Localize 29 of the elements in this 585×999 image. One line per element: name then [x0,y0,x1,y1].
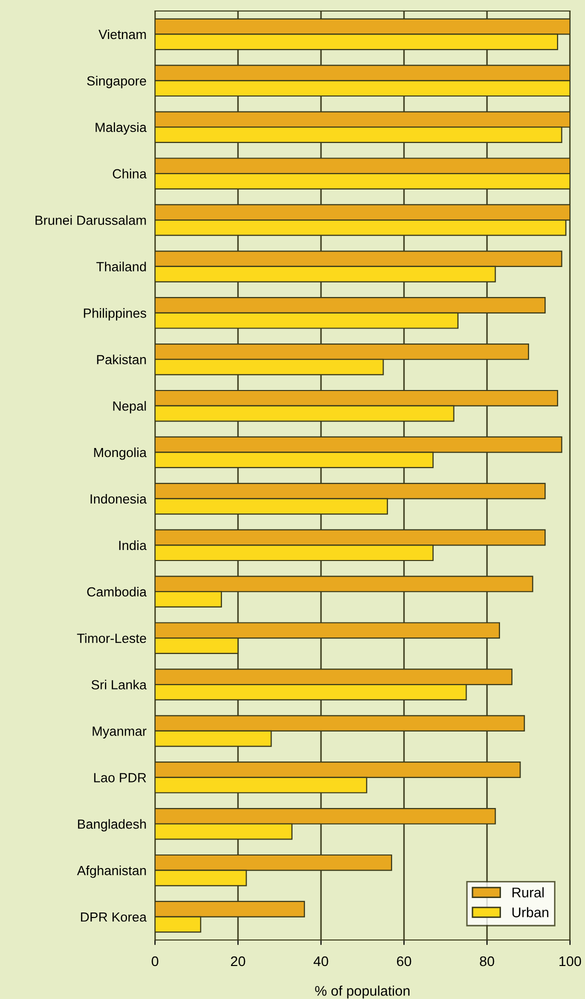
y-tick-label: DPR Korea [81,912,147,922]
y-tick-label: Mongolia [94,447,147,460]
x-tick-label: 20 [230,956,246,966]
y-tick-label: Myanmar [92,726,146,738]
y-tick-label: Sri Lanka [92,680,147,690]
legend-label: Urban [512,907,548,918]
y-tick-label: India [119,540,147,550]
y-tick-label: Nepal [113,401,146,414]
y-tick-label: Singapore [87,76,146,88]
y-tick-label: Philippines [84,308,146,320]
legend-label: Rural [512,887,544,898]
y-tick-label: Pakistan [97,354,146,364]
y-tick-label: Vietnam [98,29,146,40]
y-tick-label: Brunei Darussalam [36,215,146,225]
y-tick-label: China [112,168,147,178]
x-tick-label: 100 [559,956,582,966]
x-tick-label: 60 [396,956,412,966]
y-tick-label: Afghanistan [77,866,146,878]
y-tick-label: Indonesia [90,494,147,504]
y-tick-label: Bangladesh [78,819,146,832]
x-tick-label: 0 [152,956,158,966]
y-tick-label: Timor-Leste [77,633,146,643]
y-tick-label: Thailand [96,262,146,272]
y-tick-label: Malaysia [96,122,147,135]
x-tick-label: 80 [480,956,494,966]
y-tick-label: Lao PDR [94,773,146,782]
x-axis-title: % of population [315,986,410,999]
x-tick-label: 40 [314,956,328,966]
y-tick-label: Cambodia [87,586,147,597]
